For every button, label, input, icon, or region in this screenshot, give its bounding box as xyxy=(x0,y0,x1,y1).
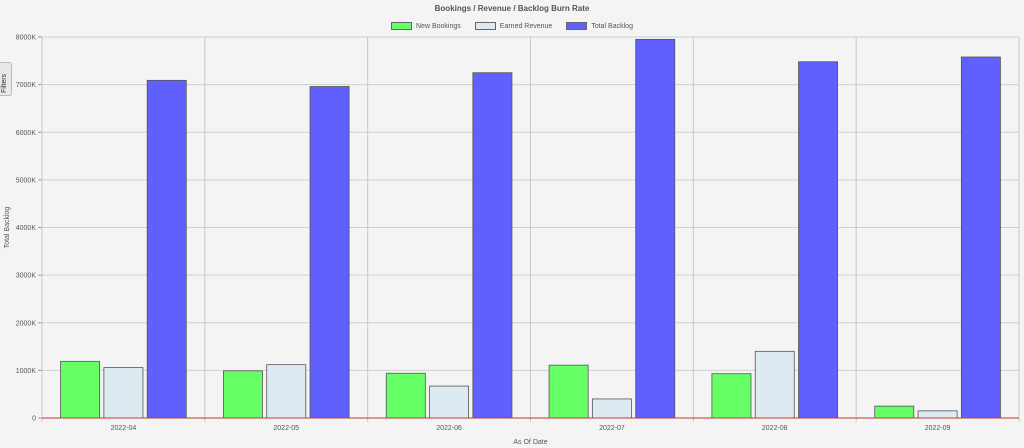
bar xyxy=(874,405,915,419)
legend-item[interactable]: New Bookings xyxy=(391,22,461,30)
x-tick-label: 2022-05 xyxy=(273,425,299,432)
bar xyxy=(711,373,752,419)
bar xyxy=(591,398,632,419)
y-tick-label: 6000K xyxy=(16,130,37,137)
y-axis-title: Total Backlog xyxy=(4,207,11,249)
bar xyxy=(103,367,144,419)
legend-swatch xyxy=(566,22,588,30)
bar xyxy=(754,350,795,419)
bar xyxy=(146,79,187,419)
x-tick-label: 2022-06 xyxy=(436,425,462,432)
y-tick-label: 7000K xyxy=(16,82,37,89)
legend-label: Total Backlog xyxy=(591,22,633,30)
bar xyxy=(917,410,958,419)
bar xyxy=(635,38,676,419)
bar xyxy=(309,86,350,419)
bar xyxy=(60,360,101,419)
y-tick-label: 5000K xyxy=(16,177,37,184)
legend-label: New Bookings xyxy=(416,22,461,30)
legend: New Bookings Earned Revenue Total Backlog xyxy=(0,22,1024,30)
bar xyxy=(429,385,470,419)
bar xyxy=(960,56,1001,419)
legend-swatch xyxy=(474,22,496,30)
chart-title: Bookings / Revenue / Backlog Burn Rate xyxy=(434,4,590,13)
bar xyxy=(222,370,263,419)
y-tick-label: 0 xyxy=(32,416,36,423)
y-tick-label: 8000K xyxy=(16,35,37,42)
bar xyxy=(798,61,839,419)
y-tick-label: 4000K xyxy=(16,225,37,232)
filters-tab[interactable]: Filters xyxy=(0,62,12,96)
x-axis-title: As Of Date xyxy=(513,439,547,446)
y-tick-label: 1000K xyxy=(16,368,37,375)
x-tick-label: 2022-04 xyxy=(111,425,137,432)
legend-item[interactable]: Earned Revenue xyxy=(474,22,553,30)
x-tick-label: 2022-09 xyxy=(925,425,951,432)
bar xyxy=(548,364,589,419)
bar xyxy=(266,364,307,419)
y-tick-label: 3000K xyxy=(16,273,37,280)
x-tick-label: 2022-08 xyxy=(762,425,788,432)
bar xyxy=(385,372,426,419)
bar xyxy=(472,72,513,419)
x-tick-label: 2022-07 xyxy=(599,425,625,432)
legend-item[interactable]: Total Backlog xyxy=(566,22,633,30)
legend-label: Earned Revenue xyxy=(499,22,553,30)
y-tick-label: 2000K xyxy=(16,320,37,327)
legend-swatch xyxy=(391,22,413,30)
